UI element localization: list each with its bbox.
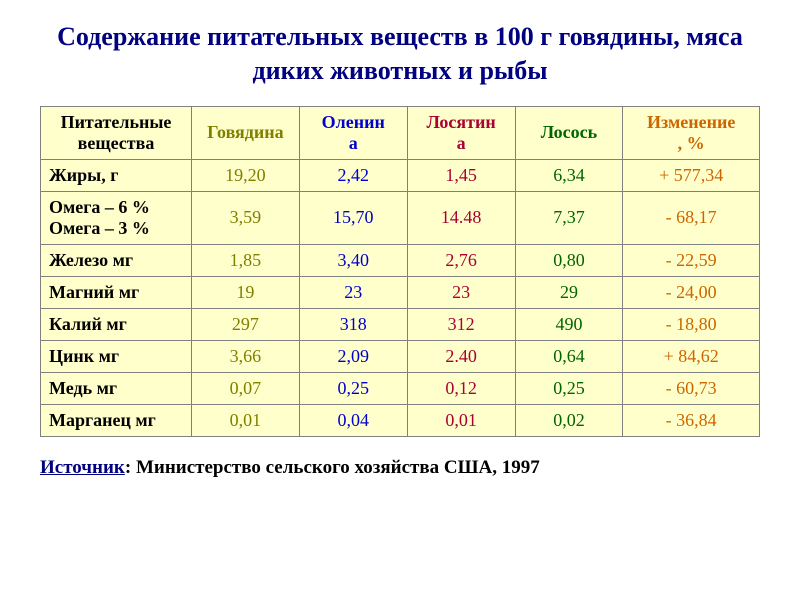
th-beef: Говядина (191, 106, 299, 159)
table-row: Марганец мг 0,01 0,04 0,01 0,02 - 36,84 (41, 404, 760, 436)
cell-beef: 297 (191, 308, 299, 340)
cell-salmon: 0,02 (515, 404, 623, 436)
cell-change: - 36,84 (623, 404, 760, 436)
cell-beef: 19 (191, 276, 299, 308)
th-venison-l2: а (306, 133, 401, 154)
cell-nutrient-l2: Омега – 3 % (49, 218, 185, 239)
cell-nutrient: Железо мг (41, 244, 192, 276)
cell-salmon: 0,25 (515, 372, 623, 404)
cell-moose: 2.40 (407, 340, 515, 372)
cell-nutrient-l1: Омега – 6 % (49, 197, 185, 218)
cell-moose: 2,76 (407, 244, 515, 276)
table-row: Железо мг 1,85 3,40 2,76 0,80 - 22,59 (41, 244, 760, 276)
cell-moose: 14.48 (407, 191, 515, 244)
table-row: Калий мг 297 318 312 490 - 18,80 (41, 308, 760, 340)
table-row: Медь мг 0,07 0,25 0,12 0,25 - 60,73 (41, 372, 760, 404)
cell-venison: 3,40 (299, 244, 407, 276)
cell-change: - 22,59 (623, 244, 760, 276)
nutrients-table: Питательные вещества Говядина Оленин а Л… (40, 106, 760, 437)
cell-change: + 577,34 (623, 159, 760, 191)
cell-venison: 23 (299, 276, 407, 308)
th-change-l1: Изменение (629, 112, 753, 133)
cell-change: + 84,62 (623, 340, 760, 372)
cell-change: - 18,80 (623, 308, 760, 340)
cell-nutrient: Жиры, г (41, 159, 192, 191)
th-change-l2: , % (629, 133, 753, 154)
source-label: Источник (40, 457, 125, 478)
th-salmon: Лосось (515, 106, 623, 159)
cell-venison: 0,25 (299, 372, 407, 404)
cell-beef: 0,01 (191, 404, 299, 436)
cell-moose: 23 (407, 276, 515, 308)
cell-beef: 19,20 (191, 159, 299, 191)
cell-salmon: 0,64 (515, 340, 623, 372)
cell-nutrient: Медь мг (41, 372, 192, 404)
cell-venison: 2,42 (299, 159, 407, 191)
cell-change: - 60,73 (623, 372, 760, 404)
cell-beef: 3,59 (191, 191, 299, 244)
cell-salmon: 0,80 (515, 244, 623, 276)
cell-salmon: 6,34 (515, 159, 623, 191)
cell-nutrient: Цинк мг (41, 340, 192, 372)
th-venison-l1: Оленин (306, 112, 401, 133)
th-moose-l1: Лосятин (414, 112, 509, 133)
table-row: Магний мг 19 23 23 29 - 24,00 (41, 276, 760, 308)
cell-salmon: 490 (515, 308, 623, 340)
cell-venison: 2,09 (299, 340, 407, 372)
slide-title: Содержание питательных веществ в 100 г г… (40, 20, 760, 88)
source-text: : Министерство сельского хозяйства США, … (125, 457, 540, 478)
cell-nutrient: Магний мг (41, 276, 192, 308)
cell-nutrient: Марганец мг (41, 404, 192, 436)
th-moose: Лосятин а (407, 106, 515, 159)
th-venison: Оленин а (299, 106, 407, 159)
cell-change: - 68,17 (623, 191, 760, 244)
cell-venison: 318 (299, 308, 407, 340)
table-row: Омега – 6 % Омега – 3 % 3,59 15,70 14.48… (41, 191, 760, 244)
cell-salmon: 7,37 (515, 191, 623, 244)
cell-beef: 3,66 (191, 340, 299, 372)
cell-venison: 0,04 (299, 404, 407, 436)
th-moose-l2: а (414, 133, 509, 154)
table-header-row: Питательные вещества Говядина Оленин а Л… (41, 106, 760, 159)
cell-moose: 0,01 (407, 404, 515, 436)
cell-moose: 312 (407, 308, 515, 340)
table-row: Цинк мг 3,66 2,09 2.40 0,64 + 84,62 (41, 340, 760, 372)
th-change: Изменение , % (623, 106, 760, 159)
cell-salmon: 29 (515, 276, 623, 308)
cell-change: - 24,00 (623, 276, 760, 308)
cell-nutrient: Омега – 6 % Омега – 3 % (41, 191, 192, 244)
cell-beef: 1,85 (191, 244, 299, 276)
table-row: Жиры, г 19,20 2,42 1,45 6,34 + 577,34 (41, 159, 760, 191)
cell-nutrient: Калий мг (41, 308, 192, 340)
cell-moose: 0,12 (407, 372, 515, 404)
cell-beef: 0,07 (191, 372, 299, 404)
cell-moose: 1,45 (407, 159, 515, 191)
cell-venison: 15,70 (299, 191, 407, 244)
source-line: Источник: Министерство сельского хозяйст… (40, 457, 760, 479)
th-nutrient: Питательные вещества (41, 106, 192, 159)
